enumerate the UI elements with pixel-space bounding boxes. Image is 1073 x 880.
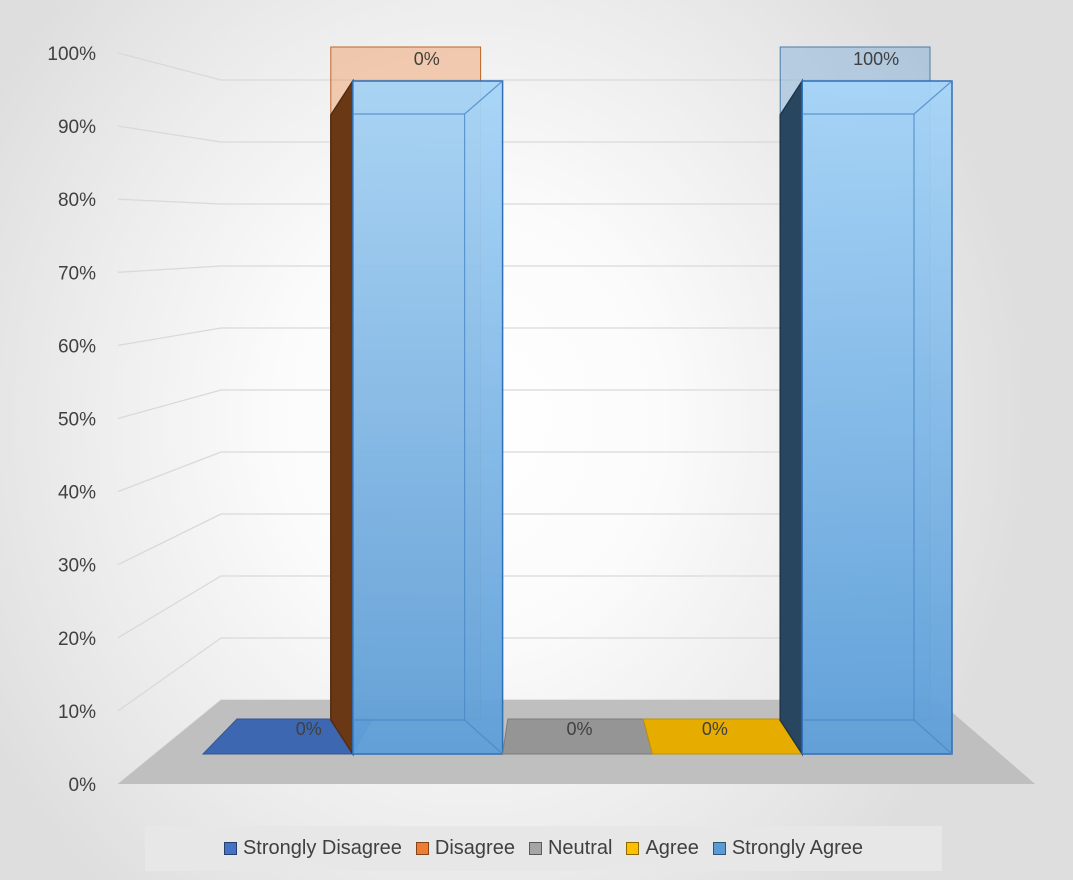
bar-1	[330, 46, 504, 757]
legend-label: Neutral	[547, 837, 613, 859]
bar-inner-edge	[913, 719, 953, 755]
gridline	[117, 327, 938, 347]
legend-swatch	[528, 842, 542, 855]
gridline	[117, 125, 938, 143]
gridline	[117, 575, 938, 639]
y-tick-label: 30%	[58, 556, 96, 577]
y-tick-label: 80%	[58, 190, 96, 211]
y-tick-label: 70%	[58, 263, 96, 284]
bar-inner-edge	[464, 80, 503, 115]
data-label: 0%	[414, 49, 440, 69]
gridline	[117, 198, 938, 205]
y-axis-ticks: 0% 10% 20% 30% 40% 50% 60% 70% 80% 90% 100%	[47, 44, 96, 796]
gridline	[117, 265, 938, 273]
bar-inner-edge	[352, 113, 466, 721]
y-tick-label: 10%	[58, 702, 96, 723]
gridlines	[117, 52, 938, 785]
legend-swatch	[712, 842, 726, 855]
gridline	[117, 451, 938, 493]
y-tick-label: 60%	[58, 336, 96, 357]
bar-4	[779, 46, 953, 757]
legend-item-strongly-agree: Strongly Agree	[712, 837, 864, 860]
legend-item-agree: Agree	[626, 837, 699, 860]
gridline	[117, 389, 938, 420]
bar-chart-3d: 0%10%20%30%40%50%60%70%80%90%100% 0%0%0%…	[47, 44, 1035, 796]
gridline	[117, 52, 938, 81]
legend-item-disagree: Disagree	[415, 837, 515, 860]
data-label: 100%	[853, 49, 899, 69]
y-tick-label: 90%	[58, 117, 96, 138]
bar-3	[642, 718, 804, 755]
legend-label: Agree	[645, 837, 699, 859]
y-tick-label: 20%	[58, 629, 96, 650]
data-labels: 0% 0% 0% 0% 100%	[296, 49, 899, 739]
bar-inner-edge	[802, 113, 915, 721]
data-label: 0%	[296, 719, 322, 739]
legend-label: Strongly Agree	[731, 837, 864, 859]
legend-item-neutral: Neutral	[528, 837, 613, 860]
legend-swatch	[415, 842, 429, 855]
legend-label: Strongly Disagree	[242, 837, 402, 859]
bar-inner-edge	[913, 80, 953, 115]
data-label: 0%	[566, 719, 592, 739]
bars	[201, 46, 953, 757]
y-tick-label: 50%	[58, 410, 96, 431]
bar-front-face	[352, 80, 504, 755]
legend-label: Disagree	[434, 837, 515, 859]
bar-side-face	[330, 78, 354, 757]
y-tick-label: 100%	[47, 44, 96, 65]
bar-side-face	[779, 78, 803, 757]
data-label: 0%	[702, 719, 728, 739]
y-tick-label: 40%	[58, 483, 96, 504]
legend-swatch	[223, 842, 237, 855]
bar-inner-edge	[464, 719, 504, 755]
bar-front-face	[801, 80, 953, 755]
legend-item-strongly-disagree: Strongly Disagree	[223, 837, 402, 860]
legend-swatch	[626, 842, 640, 855]
y-tick-label: 0%	[69, 775, 97, 796]
gridline	[117, 637, 938, 712]
legend: Strongly Disagree Disagree Neutral Agree…	[145, 826, 942, 871]
gridline	[117, 513, 938, 566]
